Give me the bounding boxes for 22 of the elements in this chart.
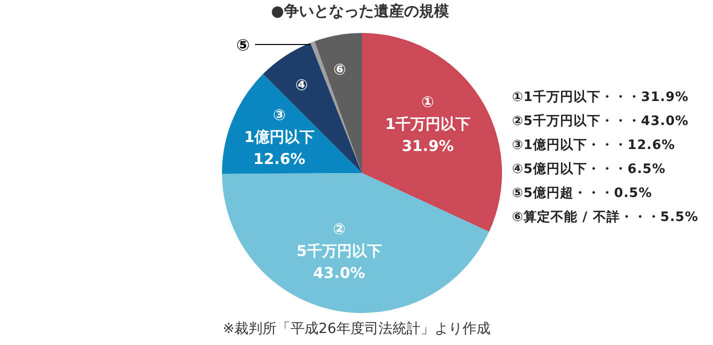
text: ⑥算定不能 / 不詳・・・5.5% [512,208,698,227]
slice-label: ③ [272,106,286,124]
data-label: 31.9% [402,136,454,155]
text: 5千万円以下 [296,242,382,260]
text: ⑤5億円超・・・0.5% [512,184,654,203]
text: ※裁判所「平成26年度司法統計」より作成 [222,320,492,338]
slice-label: ⑤ [236,36,250,55]
pie-slice [362,33,502,232]
data-label: 43.0% [313,264,366,282]
data-label: 12.6% [253,150,306,168]
text: ②5千万円以下・・・43.0% [512,112,690,131]
slice-label: ⑥ [333,60,346,79]
text: ③1億円以下・・・12.6% [512,136,676,155]
pie-slice [222,173,490,313]
text: ①1千万円以下・・・31.9% [512,88,690,107]
text: 1億円以下 [244,128,315,146]
slice-label: ① [421,92,434,111]
text: ④5億円以下・・・6.5% [512,160,667,179]
slice-label: ② [332,220,346,238]
text: 1千万円以下 [385,114,470,133]
chart-title: ●争いとなった遺産の規模 [270,2,450,21]
slice-label: ④ [295,76,308,94]
